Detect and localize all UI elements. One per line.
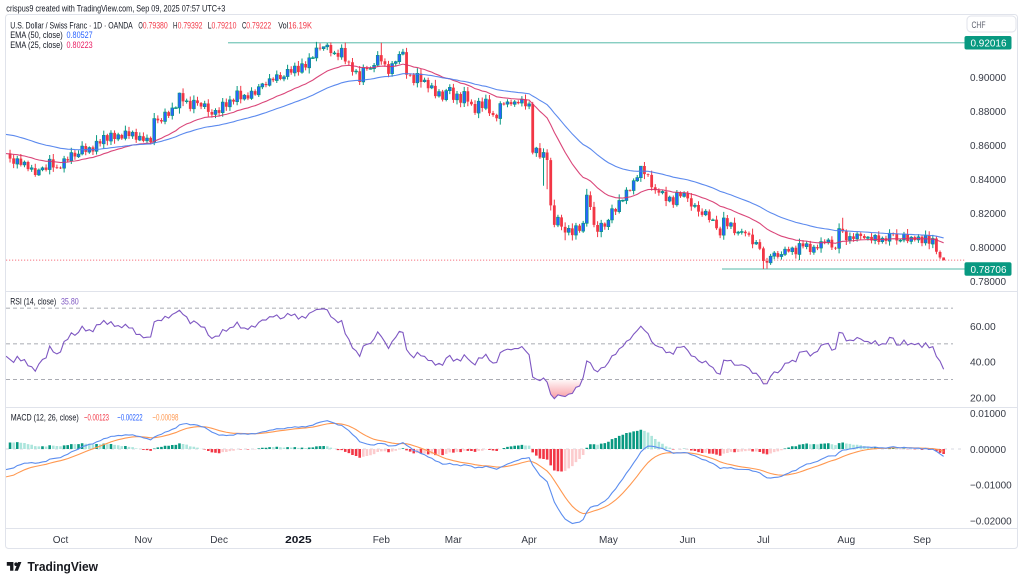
svg-text:−0.00098: −0.00098 bbox=[152, 412, 178, 423]
svg-text:Jun: Jun bbox=[680, 535, 696, 546]
svg-text:60.00: 60.00 bbox=[970, 321, 996, 333]
svg-text:TradingView: TradingView bbox=[28, 559, 99, 574]
svg-text:0.80000: 0.80000 bbox=[970, 242, 1006, 254]
svg-text:CHF: CHF bbox=[972, 20, 986, 31]
svg-text:0.78706: 0.78706 bbox=[971, 264, 1007, 276]
svg-text:35.80: 35.80 bbox=[61, 297, 79, 308]
svg-text:Dec: Dec bbox=[210, 535, 228, 546]
svg-text:Aug: Aug bbox=[837, 535, 855, 546]
svg-text:Feb: Feb bbox=[373, 535, 391, 546]
svg-text:O: O bbox=[138, 20, 142, 31]
svg-text:May: May bbox=[599, 535, 618, 546]
svg-text:0.86000: 0.86000 bbox=[970, 140, 1006, 152]
svg-text:0.00000: 0.00000 bbox=[970, 444, 1006, 456]
svg-text:−0.02000: −0.02000 bbox=[970, 516, 1012, 528]
svg-text:−0.01000: −0.01000 bbox=[970, 480, 1012, 492]
svg-text:Nov: Nov bbox=[135, 535, 153, 546]
svg-text:C: C bbox=[242, 20, 246, 31]
svg-text:0.01000: 0.01000 bbox=[970, 408, 1006, 420]
svg-text:crispus9 created with TradingV: crispus9 created with TradingView.com, S… bbox=[6, 3, 225, 14]
svg-text:Oct: Oct bbox=[53, 535, 69, 546]
svg-text:Apr: Apr bbox=[521, 535, 537, 546]
svg-text:0.78000: 0.78000 bbox=[970, 276, 1006, 288]
svg-text:16.19K: 16.19K bbox=[288, 20, 312, 31]
svg-text:0.84000: 0.84000 bbox=[970, 174, 1006, 186]
svg-text:H: H bbox=[173, 20, 177, 31]
svg-text:0.79222: 0.79222 bbox=[246, 20, 271, 31]
svg-text:L: L bbox=[208, 20, 212, 31]
svg-text:0.79392: 0.79392 bbox=[178, 20, 203, 31]
svg-text:0.90000: 0.90000 bbox=[970, 72, 1006, 84]
svg-text:MACD (12, 26, close): MACD (12, 26, close) bbox=[11, 412, 79, 423]
svg-text:Mar: Mar bbox=[445, 535, 463, 546]
svg-text:2025: 2025 bbox=[285, 535, 312, 546]
svg-text:0.88000: 0.88000 bbox=[970, 106, 1006, 118]
svg-text:20.00: 20.00 bbox=[970, 392, 996, 404]
svg-text:Vol: Vol bbox=[278, 20, 288, 31]
svg-text:0.79380: 0.79380 bbox=[143, 20, 168, 31]
svg-text:U.S. Dollar / Swiss Franc · 1D: U.S. Dollar / Swiss Franc · 1D · OANDA bbox=[10, 20, 133, 31]
svg-text:EMA (50, close): EMA (50, close) bbox=[10, 30, 63, 41]
svg-text:−0.00123: −0.00123 bbox=[84, 412, 109, 423]
svg-text:0.92016: 0.92016 bbox=[971, 38, 1007, 50]
svg-text:0.80223: 0.80223 bbox=[67, 40, 93, 51]
svg-text:Jul: Jul bbox=[757, 535, 770, 546]
svg-text:EMA (25, close): EMA (25, close) bbox=[10, 40, 63, 51]
svg-text:−0.00222: −0.00222 bbox=[117, 412, 142, 423]
svg-text:RSI (14, close): RSI (14, close) bbox=[10, 297, 56, 308]
svg-text:Sep: Sep bbox=[913, 535, 931, 546]
svg-text:0.82000: 0.82000 bbox=[970, 208, 1006, 220]
svg-text:40.00: 40.00 bbox=[970, 357, 996, 369]
svg-text:0.79210: 0.79210 bbox=[212, 20, 237, 31]
svg-text:0.80527: 0.80527 bbox=[67, 30, 93, 41]
